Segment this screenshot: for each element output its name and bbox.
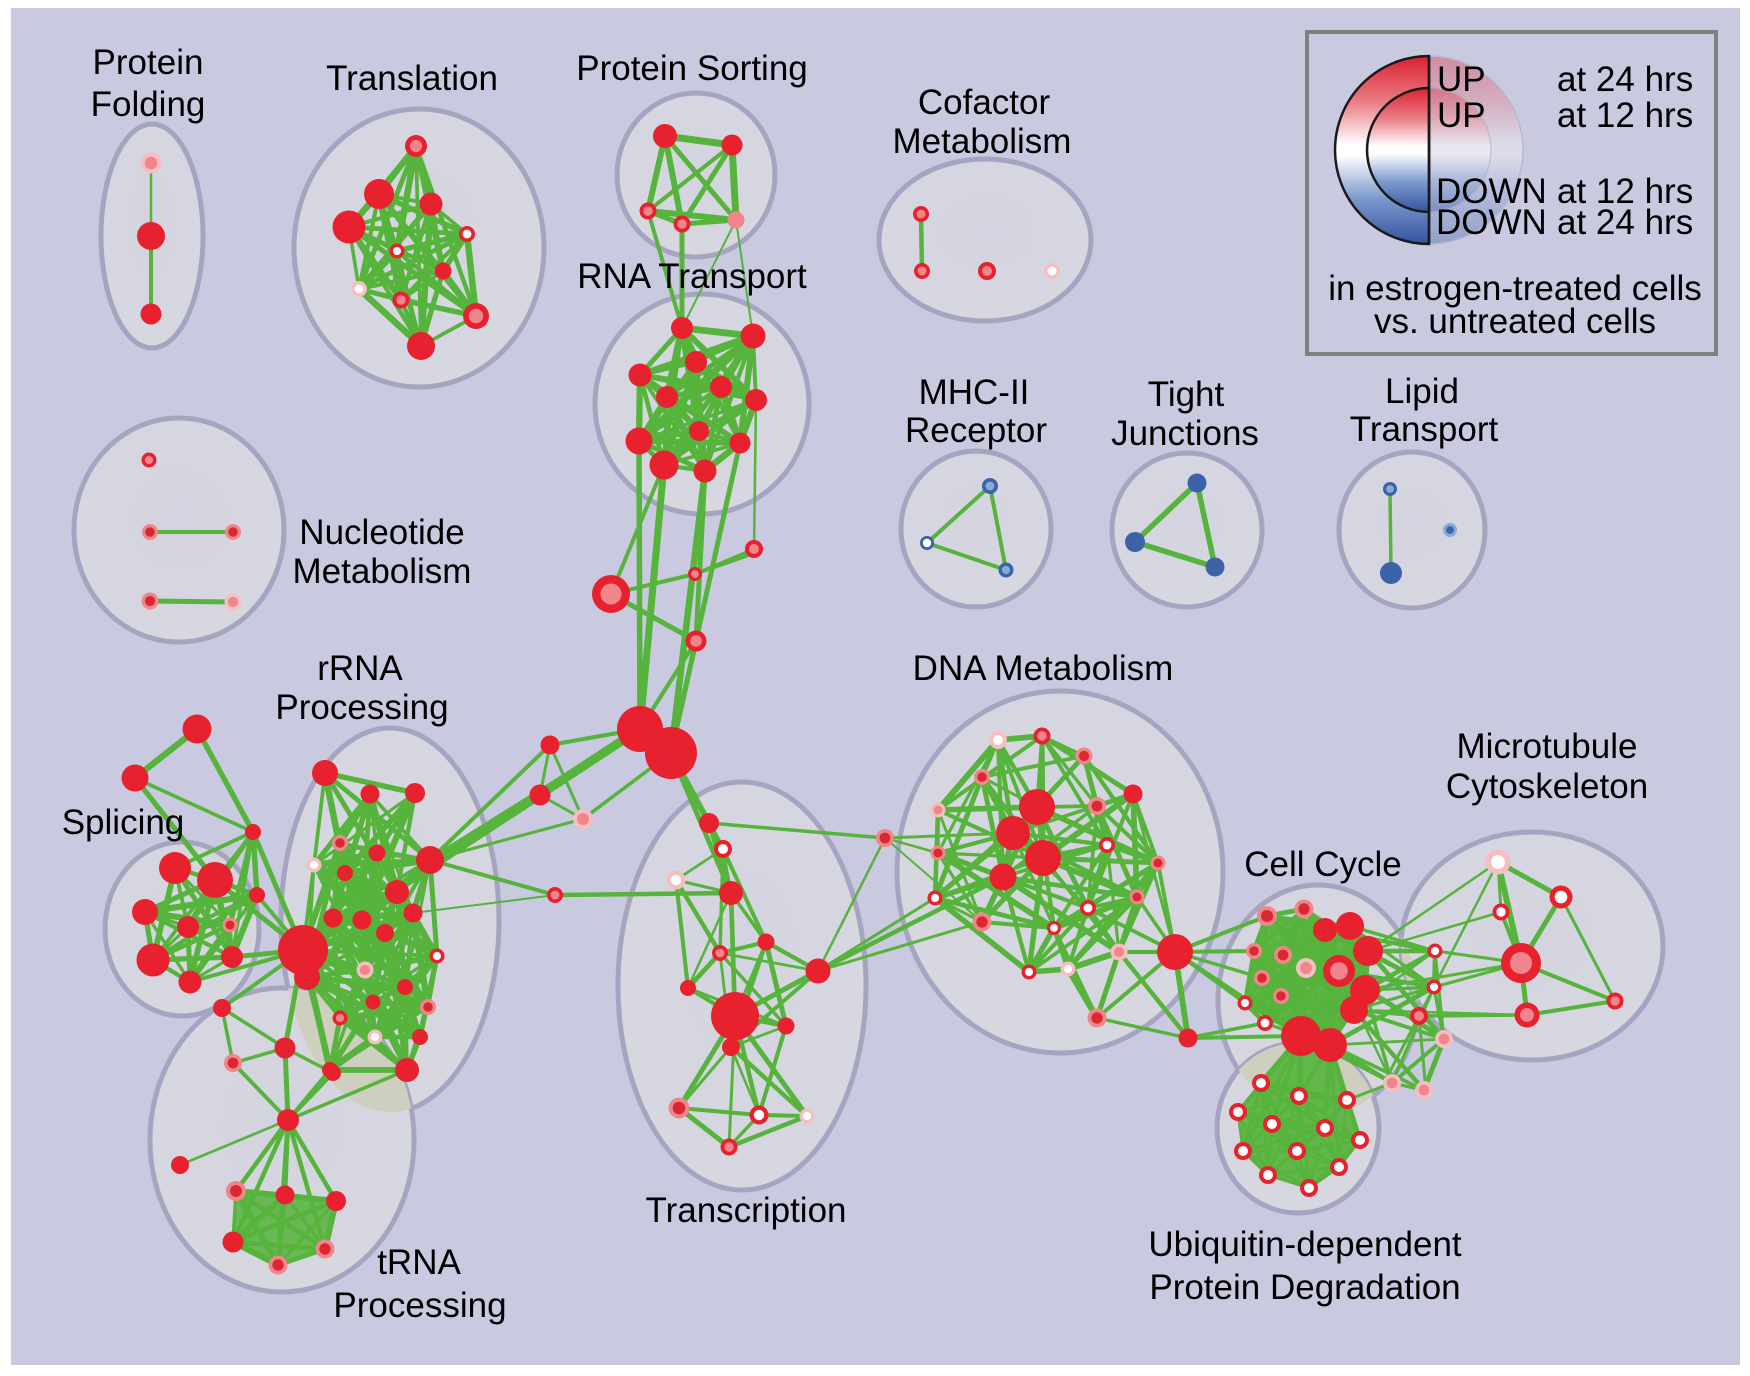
svg-text:at 12 hrs: at 12 hrs (1557, 172, 1693, 211)
svg-text:DOWN: DOWN (1436, 172, 1547, 211)
svg-text:Tight: Tight (1148, 375, 1225, 414)
svg-text:Transport: Transport (1350, 410, 1499, 449)
svg-text:at 12 hrs: at 12 hrs (1557, 96, 1693, 135)
svg-text:Protein Degradation: Protein Degradation (1149, 1268, 1460, 1307)
svg-text:Translation: Translation (326, 59, 498, 98)
svg-text:Receptor: Receptor (905, 411, 1047, 450)
svg-text:Protein: Protein (93, 43, 204, 82)
svg-text:Processing: Processing (333, 1286, 506, 1325)
svg-text:vs. untreated cells: vs. untreated cells (1374, 302, 1656, 341)
svg-text:Junctions: Junctions (1111, 414, 1259, 453)
svg-text:Lipid: Lipid (1385, 372, 1459, 411)
svg-text:Ubiquitin-dependent: Ubiquitin-dependent (1148, 1225, 1462, 1264)
svg-text:Microtubule: Microtubule (1457, 727, 1638, 766)
svg-text:Cytoskeleton: Cytoskeleton (1446, 767, 1648, 806)
svg-text:DNA Metabolism: DNA Metabolism (913, 649, 1174, 688)
svg-text:Metabolism: Metabolism (293, 552, 472, 591)
svg-text:Transcription: Transcription (646, 1191, 847, 1230)
svg-text:UP: UP (1437, 60, 1486, 99)
svg-text:Cofactor: Cofactor (918, 83, 1051, 122)
svg-text:UP: UP (1437, 96, 1486, 135)
svg-text:MHC-II: MHC-II (919, 373, 1030, 412)
svg-text:Processing: Processing (275, 688, 448, 727)
svg-text:Nucleotide: Nucleotide (299, 513, 464, 552)
svg-text:at 24 hrs: at 24 hrs (1557, 203, 1693, 242)
svg-text:Protein Sorting: Protein Sorting (576, 49, 808, 88)
svg-text:in estrogen-treated cells: in estrogen-treated cells (1328, 269, 1702, 308)
svg-text:Metabolism: Metabolism (893, 122, 1072, 161)
svg-text:rRNA: rRNA (317, 649, 403, 688)
svg-text:RNA Transport: RNA Transport (577, 257, 807, 296)
svg-text:Cell Cycle: Cell Cycle (1244, 845, 1402, 884)
svg-text:tRNA: tRNA (377, 1243, 461, 1282)
svg-text:DOWN: DOWN (1436, 203, 1547, 242)
svg-text:at 24 hrs: at 24 hrs (1557, 60, 1693, 99)
svg-text:Splicing: Splicing (62, 803, 185, 842)
svg-text:Folding: Folding (91, 85, 206, 124)
